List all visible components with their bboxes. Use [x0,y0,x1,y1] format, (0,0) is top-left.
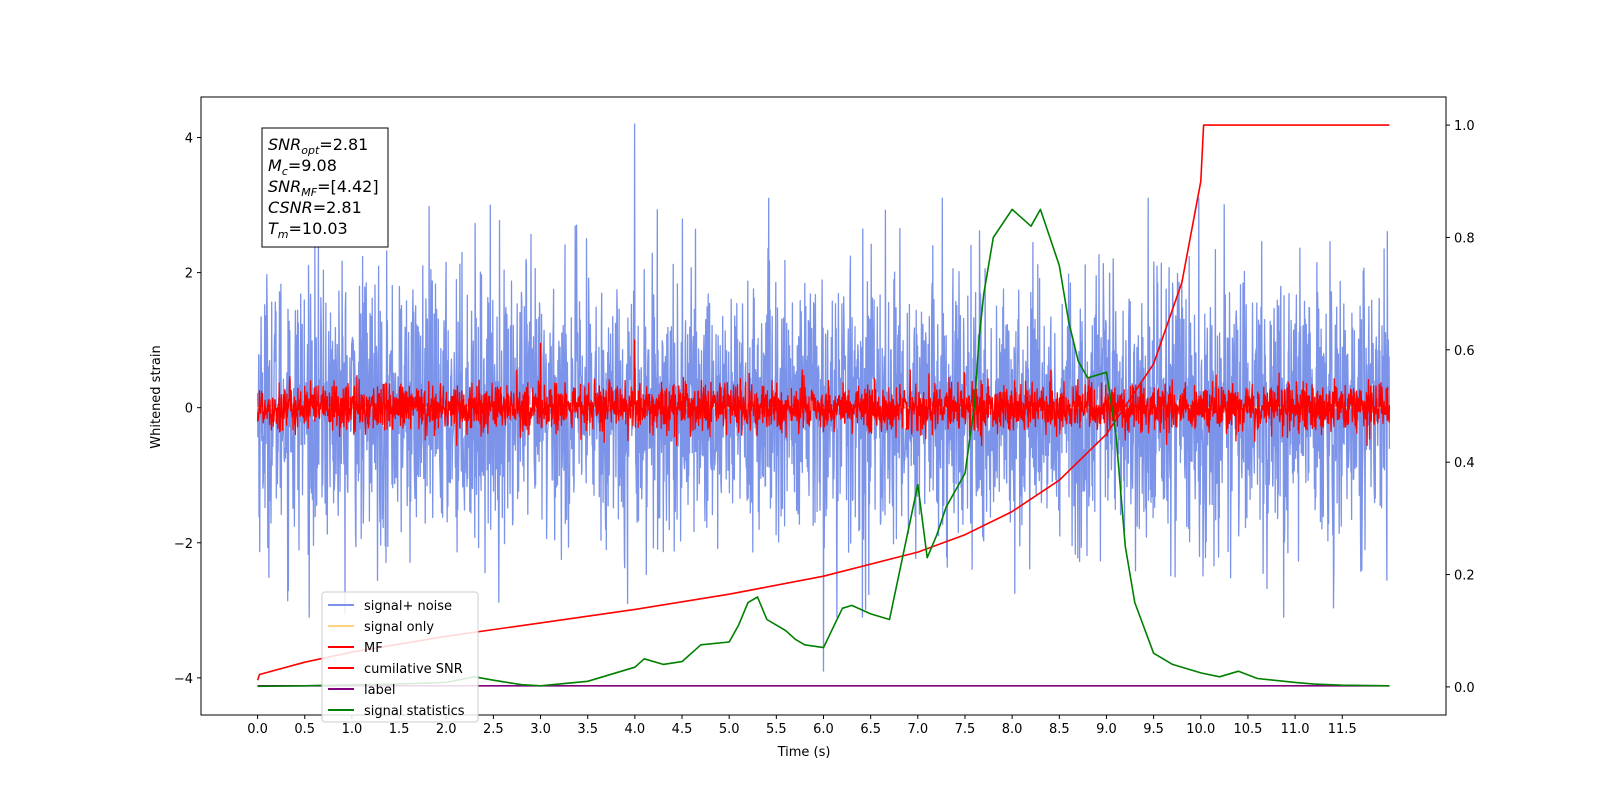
legend-label: signal only [364,620,434,635]
y-right-tick-label: 0.4 [1454,456,1475,471]
y-axis-label-left: Whitened strain [149,345,164,448]
x-tick-label: 4.0 [625,722,646,737]
y-left-tick-label: −2 [174,537,193,552]
legend-frame [321,591,479,723]
x-tick-label: 10.0 [1186,722,1215,737]
legend-label: MF [364,641,383,656]
legend-label: signal+ noise [364,599,452,614]
series-line-signal-noise [256,123,1391,672]
x-tick-label: 1.0 [342,722,363,737]
x-tick-label: 11.5 [1328,722,1357,737]
x-tick-label: 9.5 [1143,722,1164,737]
x-axis-label: Time (s) [777,745,831,760]
series-line-signal-statistics [257,208,1390,688]
y-right-tick-label: 0.8 [1454,231,1475,246]
x-tick-label: 3.0 [530,722,551,737]
series-line-mf [256,339,1391,447]
x-tick-label: 3.5 [577,722,598,737]
x-tick-label: 6.5 [860,722,881,737]
x-tick-label: 0.0 [247,722,268,737]
y-right-tick-label: 0.0 [1454,681,1475,696]
x-tick-label: 10.5 [1233,722,1262,737]
legend-label: label [364,683,395,698]
axes-layer: 0.0 0.5 1.0 1.5 2.0 2.5 3.0 3.5 4.0 4.5 5.0 5.5 6.0 6… [174,96,1475,737]
annotation-line: SNRMF=[4.42] [268,177,379,199]
annotation-frame [261,127,389,248]
annotation-line: Tm=10.03 [268,219,348,241]
x-tick-label: 4.5 [672,722,693,737]
legend: signal+ noise signal only MF cumilative SNR… [321,591,479,723]
y-left-tick-label: −4 [174,672,193,687]
annotation-line: Mc=9.08 [268,156,337,178]
x-tick-label: 7.0 [907,722,928,737]
y-left-tick-label: 2 [185,267,193,282]
x-tick-label: 2.0 [436,722,457,737]
legend-label: signal statistics [364,704,465,719]
x-tick-label: 2.5 [483,722,504,737]
x-tick-label: 8.0 [1002,722,1023,737]
x-tick-label: 5.0 [719,722,740,737]
y-left-tick-label: 4 [185,132,193,147]
y-left-tick-label: 0 [185,402,193,417]
x-tick-label: 6.0 [813,722,834,737]
y-right-tick-label: 1.0 [1454,119,1475,134]
x-tick-label: 11.0 [1281,722,1310,737]
y-right-tick-label: 0.2 [1454,569,1475,584]
legend-label: cumilative SNR [364,662,463,677]
x-tick-label: 1.5 [389,722,410,737]
x-tick-label: 0.5 [294,722,315,737]
annotation-line: SNRopt=2.81 [268,135,368,157]
annotation-line: CSNR=2.81 [268,198,362,217]
x-tick-label: 5.5 [766,722,787,737]
x-tick-label: 7.5 [955,722,976,737]
y-right-tick-label: 0.6 [1454,344,1475,359]
x-tick-label: 8.5 [1049,722,1070,737]
x-tick-label: 9.0 [1096,722,1117,737]
